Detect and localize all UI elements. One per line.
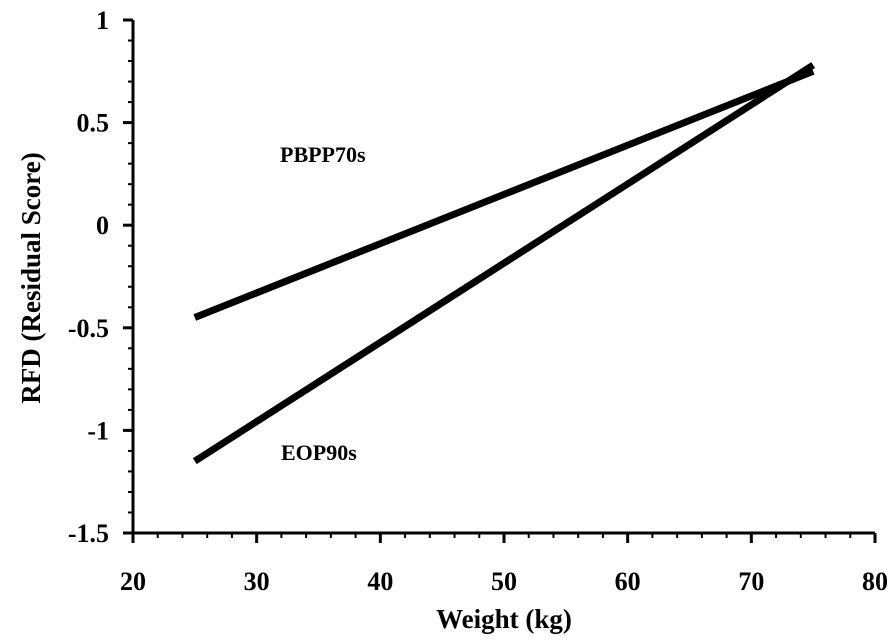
- y-tick-label: 1: [96, 6, 109, 35]
- series-label-eop90s: EOP90s: [281, 440, 357, 465]
- x-tick-label: 30: [244, 567, 270, 596]
- x-tick-label: 40: [367, 567, 393, 596]
- y-tick-label: -1.5: [68, 519, 109, 548]
- x-axis-title: Weight (kg): [436, 604, 572, 634]
- series-label-pbpp70s: PBPP70s: [280, 142, 366, 167]
- x-tick-label: 80: [862, 567, 888, 596]
- y-tick-label: 0: [96, 211, 109, 240]
- x-tick-label: 50: [491, 567, 517, 596]
- series-lines: [192, 62, 816, 465]
- y-tick-label: -1: [87, 416, 109, 445]
- x-tick-label: 60: [615, 567, 641, 596]
- x-tick-label: 20: [120, 567, 146, 596]
- series-line-eop90s: [192, 62, 816, 465]
- y-tick-label: 0.5: [77, 109, 110, 138]
- series-line-pbpp70s: [193, 68, 815, 321]
- y-axis-title: RFD (Residual Score): [16, 152, 46, 403]
- axes: -1.5 -1 -0.5 0 0.5 1 20 30 40 50 60 70 80: [68, 6, 888, 596]
- x-tick-label: 70: [738, 567, 764, 596]
- y-tick-label: -0.5: [68, 314, 109, 343]
- labels: RFD (Residual Score) Weight (kg) PBPP70s…: [16, 142, 572, 634]
